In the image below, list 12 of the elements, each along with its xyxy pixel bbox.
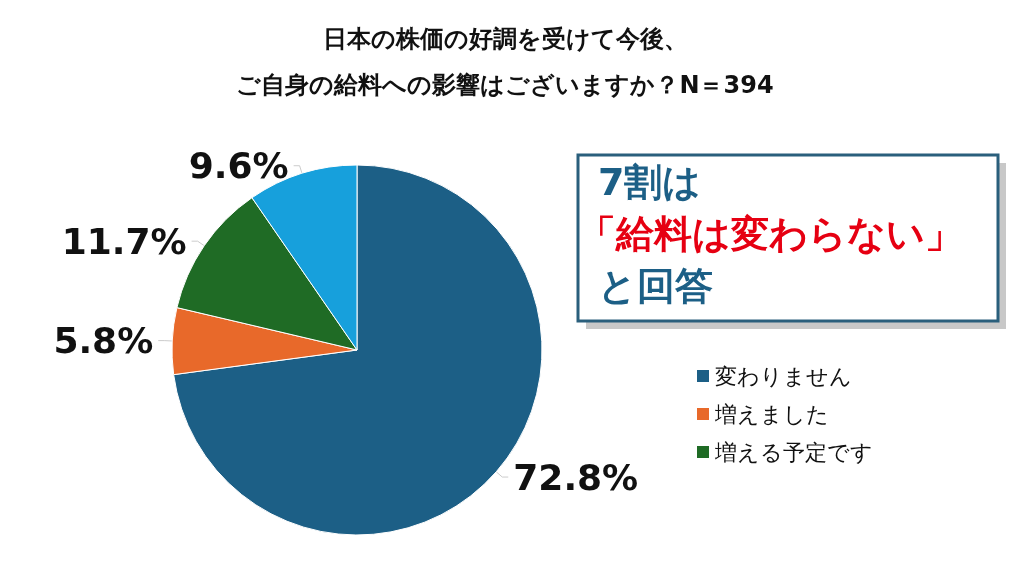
text: と回答 bbox=[598, 264, 713, 308]
legend-label: 変わりません bbox=[715, 363, 852, 389]
text: 7割は bbox=[598, 160, 702, 204]
chart-title: 日本の株価の好調を受けて今後、 bbox=[322, 25, 688, 53]
legend-label: 増える予定です bbox=[714, 439, 873, 465]
data-label: 11.7% bbox=[61, 220, 187, 262]
chart-subtitle: ご自身の給料への影響はございますか？N＝394 bbox=[236, 71, 774, 99]
legend-label: 増えました bbox=[714, 401, 829, 427]
data-label: 9.6% bbox=[188, 145, 289, 187]
data-label: 72.8% bbox=[513, 456, 639, 498]
text: 「給料は変わらない」 bbox=[578, 212, 963, 256]
data-label: 5.8% bbox=[53, 320, 154, 362]
